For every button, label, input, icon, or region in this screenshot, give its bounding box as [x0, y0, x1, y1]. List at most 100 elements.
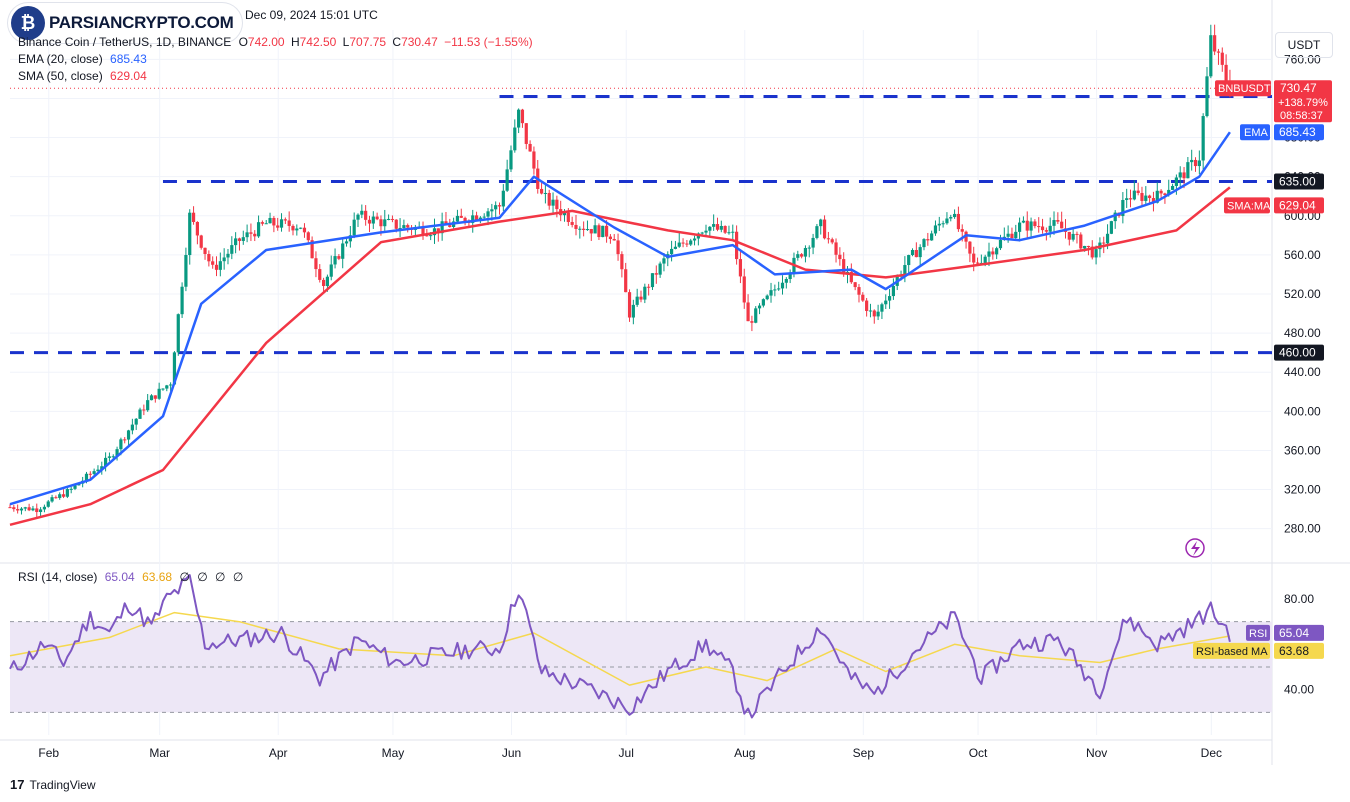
- candle-body: [1090, 246, 1094, 258]
- candle-body: [773, 289, 777, 291]
- candle-body: [157, 388, 161, 399]
- parsiancrypto-logo: ₿ PARSIANCRYPTO.COM: [8, 3, 242, 43]
- candle-body: [708, 226, 712, 231]
- candle-body: [1018, 222, 1022, 232]
- candle-body: [146, 400, 150, 411]
- sma-legend-value: 629.04: [110, 69, 147, 83]
- candle-body: [126, 430, 131, 440]
- candle-body: [371, 216, 375, 224]
- ohlc-legend[interactable]: Binance Coin / TetherUS, 1D, BINANCE O74…: [18, 35, 533, 49]
- ohlc-high-key: H: [290, 35, 300, 49]
- candle-body: [1086, 245, 1091, 247]
- rsi-extra-4: ∅: [232, 570, 244, 584]
- candle-body: [1182, 172, 1186, 179]
- ohlc-low-value: 707.75: [349, 35, 387, 49]
- candle-body: [218, 261, 222, 270]
- candle-body: [478, 217, 482, 220]
- tradingview-branding[interactable]: 17 TradingView: [10, 777, 96, 792]
- candle-body: [276, 225, 280, 228]
- candle-body: [501, 190, 505, 207]
- candle-body: [130, 424, 134, 431]
- level-tag: [1274, 173, 1324, 190]
- ema-legend-value: 685.43: [110, 52, 147, 66]
- ohlc-close-key: C: [392, 35, 402, 49]
- currency-button[interactable]: USDT: [1275, 32, 1333, 58]
- candle-body: [1037, 226, 1041, 228]
- candle-body: [1186, 162, 1190, 179]
- candle-body: [987, 251, 991, 257]
- candle-body: [995, 248, 999, 255]
- candle-body: [1025, 220, 1029, 231]
- candle-body: [570, 222, 574, 225]
- candle-body: [283, 219, 287, 221]
- candle-body: [172, 352, 177, 385]
- candle-body: [834, 242, 838, 255]
- candle-body: [176, 314, 180, 353]
- rsi-tag-value: 65.04: [1279, 626, 1309, 640]
- ohlc-high-value: 742.50: [299, 35, 337, 49]
- candle-body: [800, 254, 804, 257]
- candle-body: [299, 227, 303, 229]
- sma-tag-name-box: [1224, 197, 1270, 214]
- price-tick-label: 360.00: [1284, 443, 1321, 457]
- ohlc-close-value: 730.47: [401, 35, 438, 49]
- candle-body: [956, 213, 961, 230]
- candle-body: [876, 311, 880, 317]
- candle-body: [754, 308, 758, 323]
- rsi-legend[interactable]: RSI (14, close) 65.04 63.68 ∅ ∅ ∅ ∅: [18, 570, 243, 584]
- ohlc-open-value: 742.00: [247, 35, 285, 49]
- candle-body: [937, 223, 941, 226]
- candle-body: [891, 285, 895, 297]
- candle-body: [272, 217, 276, 226]
- candle-body: [842, 259, 846, 275]
- candle-body: [830, 239, 834, 243]
- candle-body: [249, 232, 253, 234]
- candle-body: [490, 209, 494, 212]
- candle-body: [880, 304, 884, 312]
- rsi-tag-name-box: [1246, 624, 1270, 641]
- candle-body: [184, 255, 188, 287]
- candle-body: [1083, 245, 1087, 249]
- candle-body: [8, 507, 12, 509]
- candle-body: [1102, 242, 1106, 244]
- candle-body: [662, 258, 666, 264]
- candle-body: [723, 225, 727, 233]
- symbol-tag: [1215, 80, 1271, 97]
- sma-legend[interactable]: SMA (50, close) 629.04: [18, 69, 147, 83]
- rsi-ma-line: [9, 611, 1231, 686]
- candle-body: [941, 223, 945, 225]
- sma50-line: [9, 186, 1231, 527]
- candle-body: [757, 305, 762, 309]
- candle-body: [746, 302, 750, 322]
- candle-body: [463, 217, 467, 222]
- candle-body: [788, 272, 792, 280]
- sma-tag-value-box: [1274, 197, 1324, 214]
- candle-body: [471, 215, 475, 223]
- sma-legend-label: SMA (50, close): [18, 69, 103, 83]
- candle-body: [910, 249, 915, 256]
- candle-body: [1136, 190, 1140, 193]
- candle-body: [926, 239, 930, 241]
- candle-body: [922, 239, 926, 248]
- candle-body: [406, 225, 410, 228]
- candle-body: [1205, 76, 1209, 117]
- candle-body: [998, 239, 1003, 249]
- candle-body: [191, 212, 196, 222]
- candle-body: [643, 286, 647, 300]
- candle-body: [497, 205, 502, 207]
- candle-body: [1044, 230, 1048, 232]
- candle-body: [352, 219, 356, 236]
- candle-body: [582, 228, 586, 230]
- ema-legend[interactable]: EMA (20, close) 685.43: [18, 52, 147, 66]
- candle-body: [731, 231, 735, 233]
- candle-body: [123, 439, 127, 441]
- ohlc-change: −11.53 (−1.55%): [444, 35, 533, 49]
- rsi-tick-label: 40.00: [1284, 683, 1314, 697]
- candle-body: [1075, 233, 1079, 235]
- candle-body: [1052, 220, 1056, 226]
- candle-body: [811, 237, 815, 248]
- candle-body: [199, 235, 203, 248]
- candle-body: [142, 409, 146, 411]
- tradingview-logo-icon: 17: [10, 777, 25, 792]
